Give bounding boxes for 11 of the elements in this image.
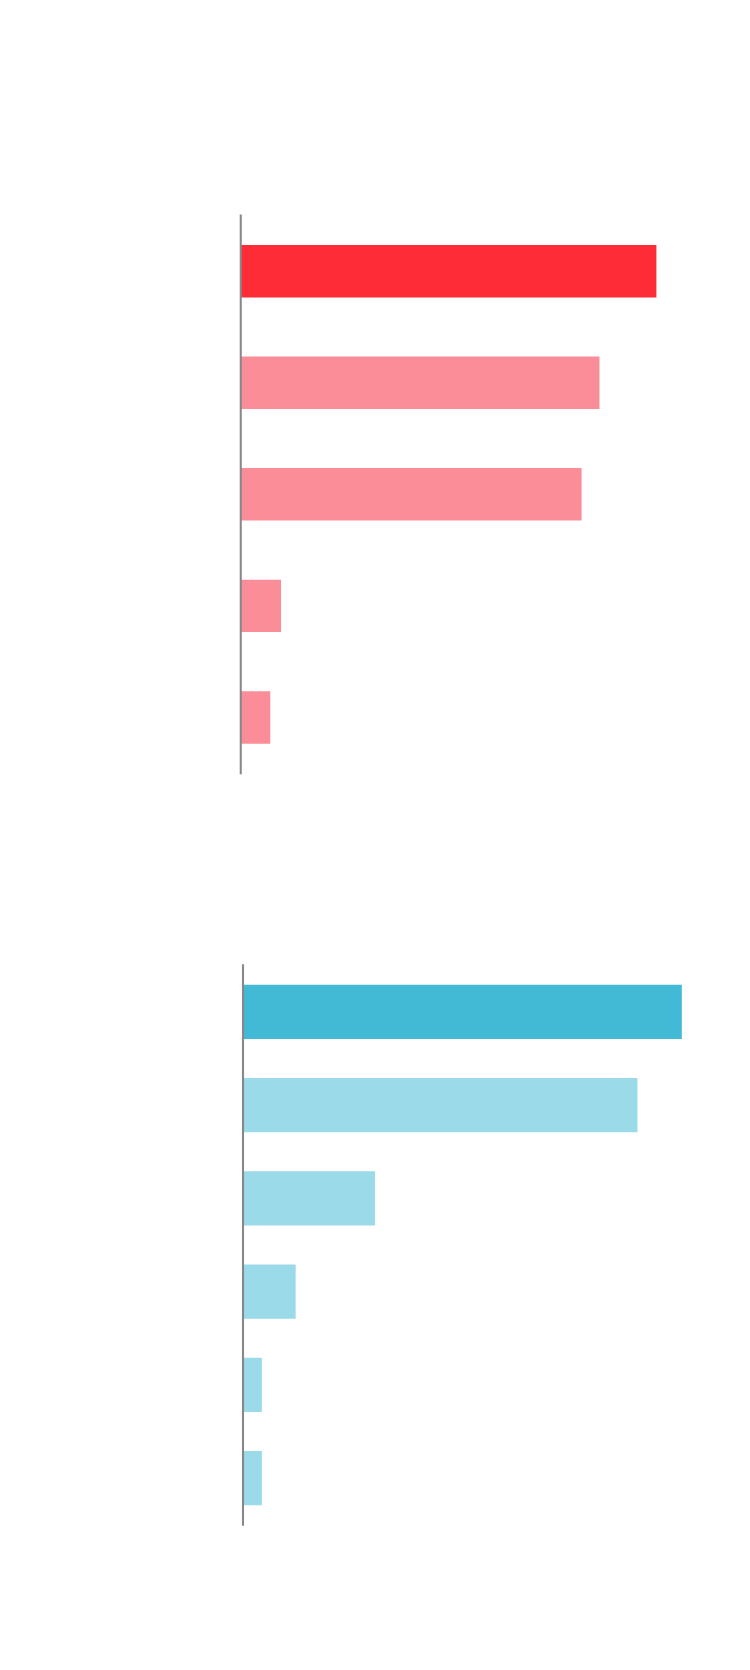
bar [240, 244, 657, 298]
bar [243, 1264, 296, 1319]
bar [240, 579, 282, 633]
bar [240, 356, 600, 409]
bar [243, 1171, 376, 1226]
bar [240, 691, 271, 744]
bar [243, 1451, 262, 1506]
bar [243, 1357, 262, 1412]
bar [243, 1078, 638, 1133]
bar [243, 984, 682, 1039]
bar [240, 468, 582, 521]
